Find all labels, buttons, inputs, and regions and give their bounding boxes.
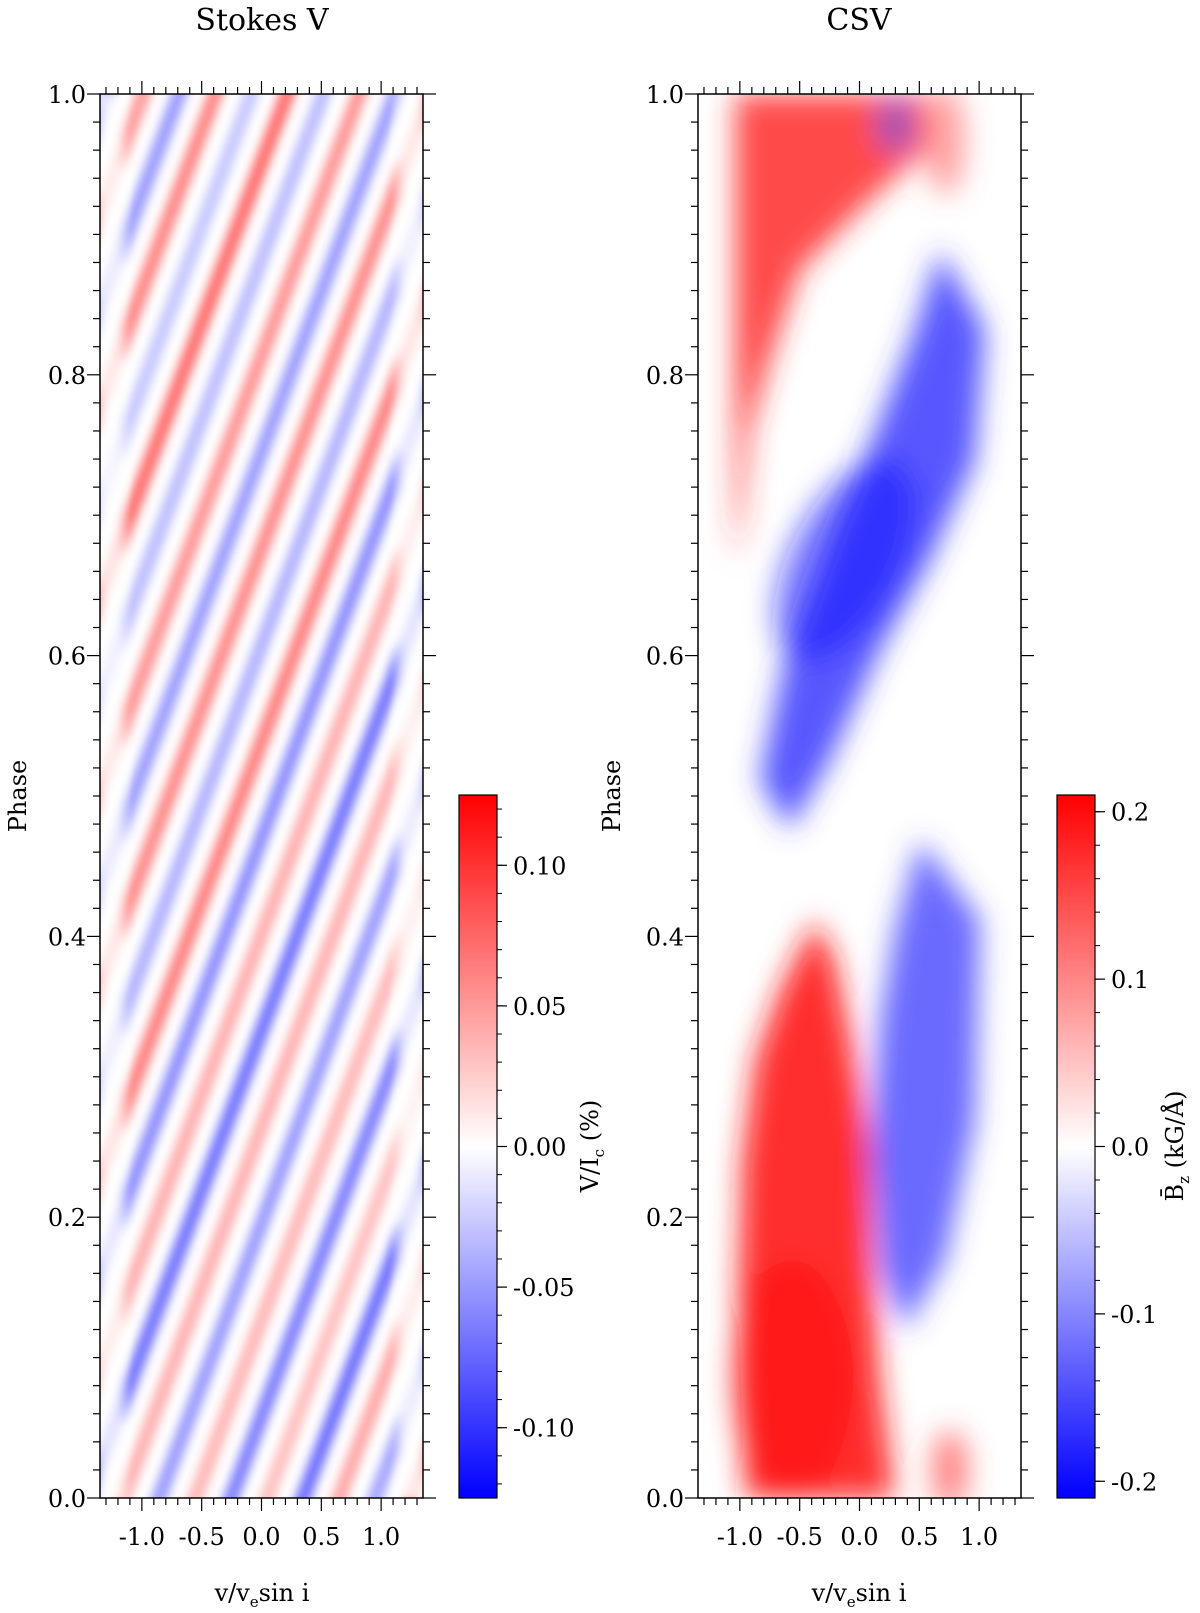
csv-x-tick-label: 0.5 [900,1523,938,1551]
csv-x-tick-label: 1.0 [960,1523,998,1551]
stokes-v-positive-stripe [100,94,224,425]
csv-y-tick-label: 0.4 [646,923,684,951]
csv-colorbar-tick-label: 0.1 [1111,966,1149,994]
stokes-v-positive-stripe [100,480,423,1389]
csv-colorbar-tick-label: 0.0 [1111,1134,1149,1162]
stokes-v-negative-stripe [100,191,423,1100]
csv-cbar-label-rest: (kG/Å) [1160,1090,1189,1176]
stokes-v-y-tick-label: 0.0 [48,1485,86,1513]
csv-colorbar-label: B̄z (kG/Å) [1160,1090,1193,1201]
csv-y-axis: 0.0 0.2 0.4 0.6 0.8 1.0 [646,81,1034,1513]
stokes-v-right-continuum [400,94,423,1498]
csv-red-spot-top-right [925,94,965,195]
stokes-v-cbar-label-rest: (%) [576,1100,604,1149]
stokes-v-background [100,94,423,1498]
stokes-v-xlabel-rest: sin i [259,1579,310,1607]
stokes-v-y-tick-label: 0.8 [48,362,86,390]
stokes-v-negative-stripe [100,94,260,521]
csv-y-tick-label: 0.0 [646,1485,684,1513]
stokes-v-positive-stripe [100,94,296,618]
csv-xlabel-sub: e [847,1593,856,1611]
stokes-v-y-axis-label: Phase [4,760,32,832]
stokes-v-title: Stokes V [195,3,330,38]
csv-x-tick-label: -1.0 [717,1523,763,1551]
csv-xlabel-rest: sin i [856,1579,907,1607]
stokes-v-cbar-label-main: V/I [576,1157,604,1193]
stokes-v-positive-stripe [1172,60,1200,1560]
stokes-v-y-tick-label: 0.6 [48,643,86,671]
csv-blue-spot-top [877,97,913,153]
stokes-v-x-axis-label: v/vesin i [214,1579,310,1611]
stokes-v-positive-stripe [100,287,423,1196]
csv-colorbar [1056,794,1096,1499]
csv-red-core [732,1260,852,1498]
stokes-v-negative-stripe [100,384,423,1293]
stokes-v-negative-stripe [100,576,423,1485]
stokes-v-y-tick-label: 0.2 [48,1204,86,1232]
csv-regions [732,94,985,1498]
csv-x-axis-label: v/vesin i [811,1579,907,1611]
csv-y-tick-label: 1.0 [646,81,684,109]
stokes-v-colorbar-tick-label: -0.10 [513,1415,575,1443]
stokes-v-stripes [100,60,1200,1560]
stokes-v-x-tick-label: -1.0 [119,1523,165,1551]
csv-colorbar-tick-label: 0.2 [1111,799,1149,827]
csv-heatmap [698,94,1021,1498]
stokes-v-colorbar-tick-label: 0.00 [513,1134,566,1162]
csv-cbar-label-sub: z [1175,1176,1193,1184]
stokes-v-xlabel-main: v/v [214,1579,251,1607]
stokes-v-positive-stripe [115,673,423,1498]
stokes-v-negative-stripe [151,769,423,1498]
csv-colorbar-tick-label: -0.2 [1111,1468,1157,1496]
stokes-v-xlabel-sub: e [250,1593,259,1611]
csv-red-spot-bottom-right [932,1430,968,1498]
stokes-v-left-continuum [100,94,122,1498]
csv-blue-band-lower [870,840,980,1330]
csv-cbar-label-main: B̄ [1161,1184,1189,1202]
csv-y-tick-label: 0.2 [646,1204,684,1232]
stokes-v-colorbar-tick-label: 0.05 [513,993,566,1021]
stokes-v-x-tick-label: 0.0 [242,1523,280,1551]
stokes-v-positive-stripe [259,1059,423,1498]
csv-x-axis: -1.0 -0.5 0.0 0.5 1.0 [703,81,1016,1551]
stokes-v-positive-stripe [187,866,423,1498]
stokes-v-positive-stripe [100,94,368,810]
stokes-v-x-axis: -1.0 -0.5 0.0 0.5 1.0 [105,81,418,1551]
stokes-v-x-tick-label: 0.5 [302,1523,340,1551]
stokes-v-colorbar-ticks: -0.10 -0.05 0.00 0.05 0.10 [497,808,575,1485]
stokes-v-negative-stripe [100,94,404,907]
stokes-v-negative-stripe [223,962,423,1498]
csv-red-region-top [735,94,925,560]
stokes-v-colorbar-label: V/Ic (%) [576,1100,608,1193]
stokes-v-x-tick-label: 1.0 [362,1523,400,1551]
stokes-v-colorbar-tick-label: -0.05 [513,1274,575,1302]
stokes-v-heatmap [100,60,1200,1560]
stokes-v-cbar-label-sub: c [590,1149,608,1157]
csv-xlabel-main: v/v [811,1579,848,1607]
stokes-v-y-tick-label: 1.0 [48,81,86,109]
csv-y-tick-label: 0.8 [646,362,684,390]
stokes-v-negative-stripe [295,1155,423,1498]
stokes-v-negative-stripe [992,60,1200,1560]
csv-blue-core [774,459,916,661]
csv-x-tick-label: -0.5 [777,1523,823,1551]
stokes-v-y-tick-label: 0.4 [48,923,86,951]
stokes-v-colorbar [458,794,498,1499]
csv-y-tick-label: 0.6 [646,643,684,671]
stokes-v-positive-stripe [100,94,423,1003]
csv-y-axis-label: Phase [598,760,626,832]
stokes-v-y-axis: 0.0 0.2 0.4 0.6 0.8 1.0 [48,81,436,1513]
stokes-v-colorbar-tick-label: 0.10 [513,852,566,880]
csv-title: CSV [826,3,893,38]
stokes-v-negative-stripe [100,94,332,714]
stokes-v-x-tick-label: -0.5 [179,1523,225,1551]
csv-colorbar-tick-label: -0.1 [1111,1301,1157,1329]
csv-colorbar-ticks: -0.2 -0.1 0.0 0.1 0.2 [1095,799,1157,1496]
csv-x-tick-label: 0.0 [840,1523,878,1551]
